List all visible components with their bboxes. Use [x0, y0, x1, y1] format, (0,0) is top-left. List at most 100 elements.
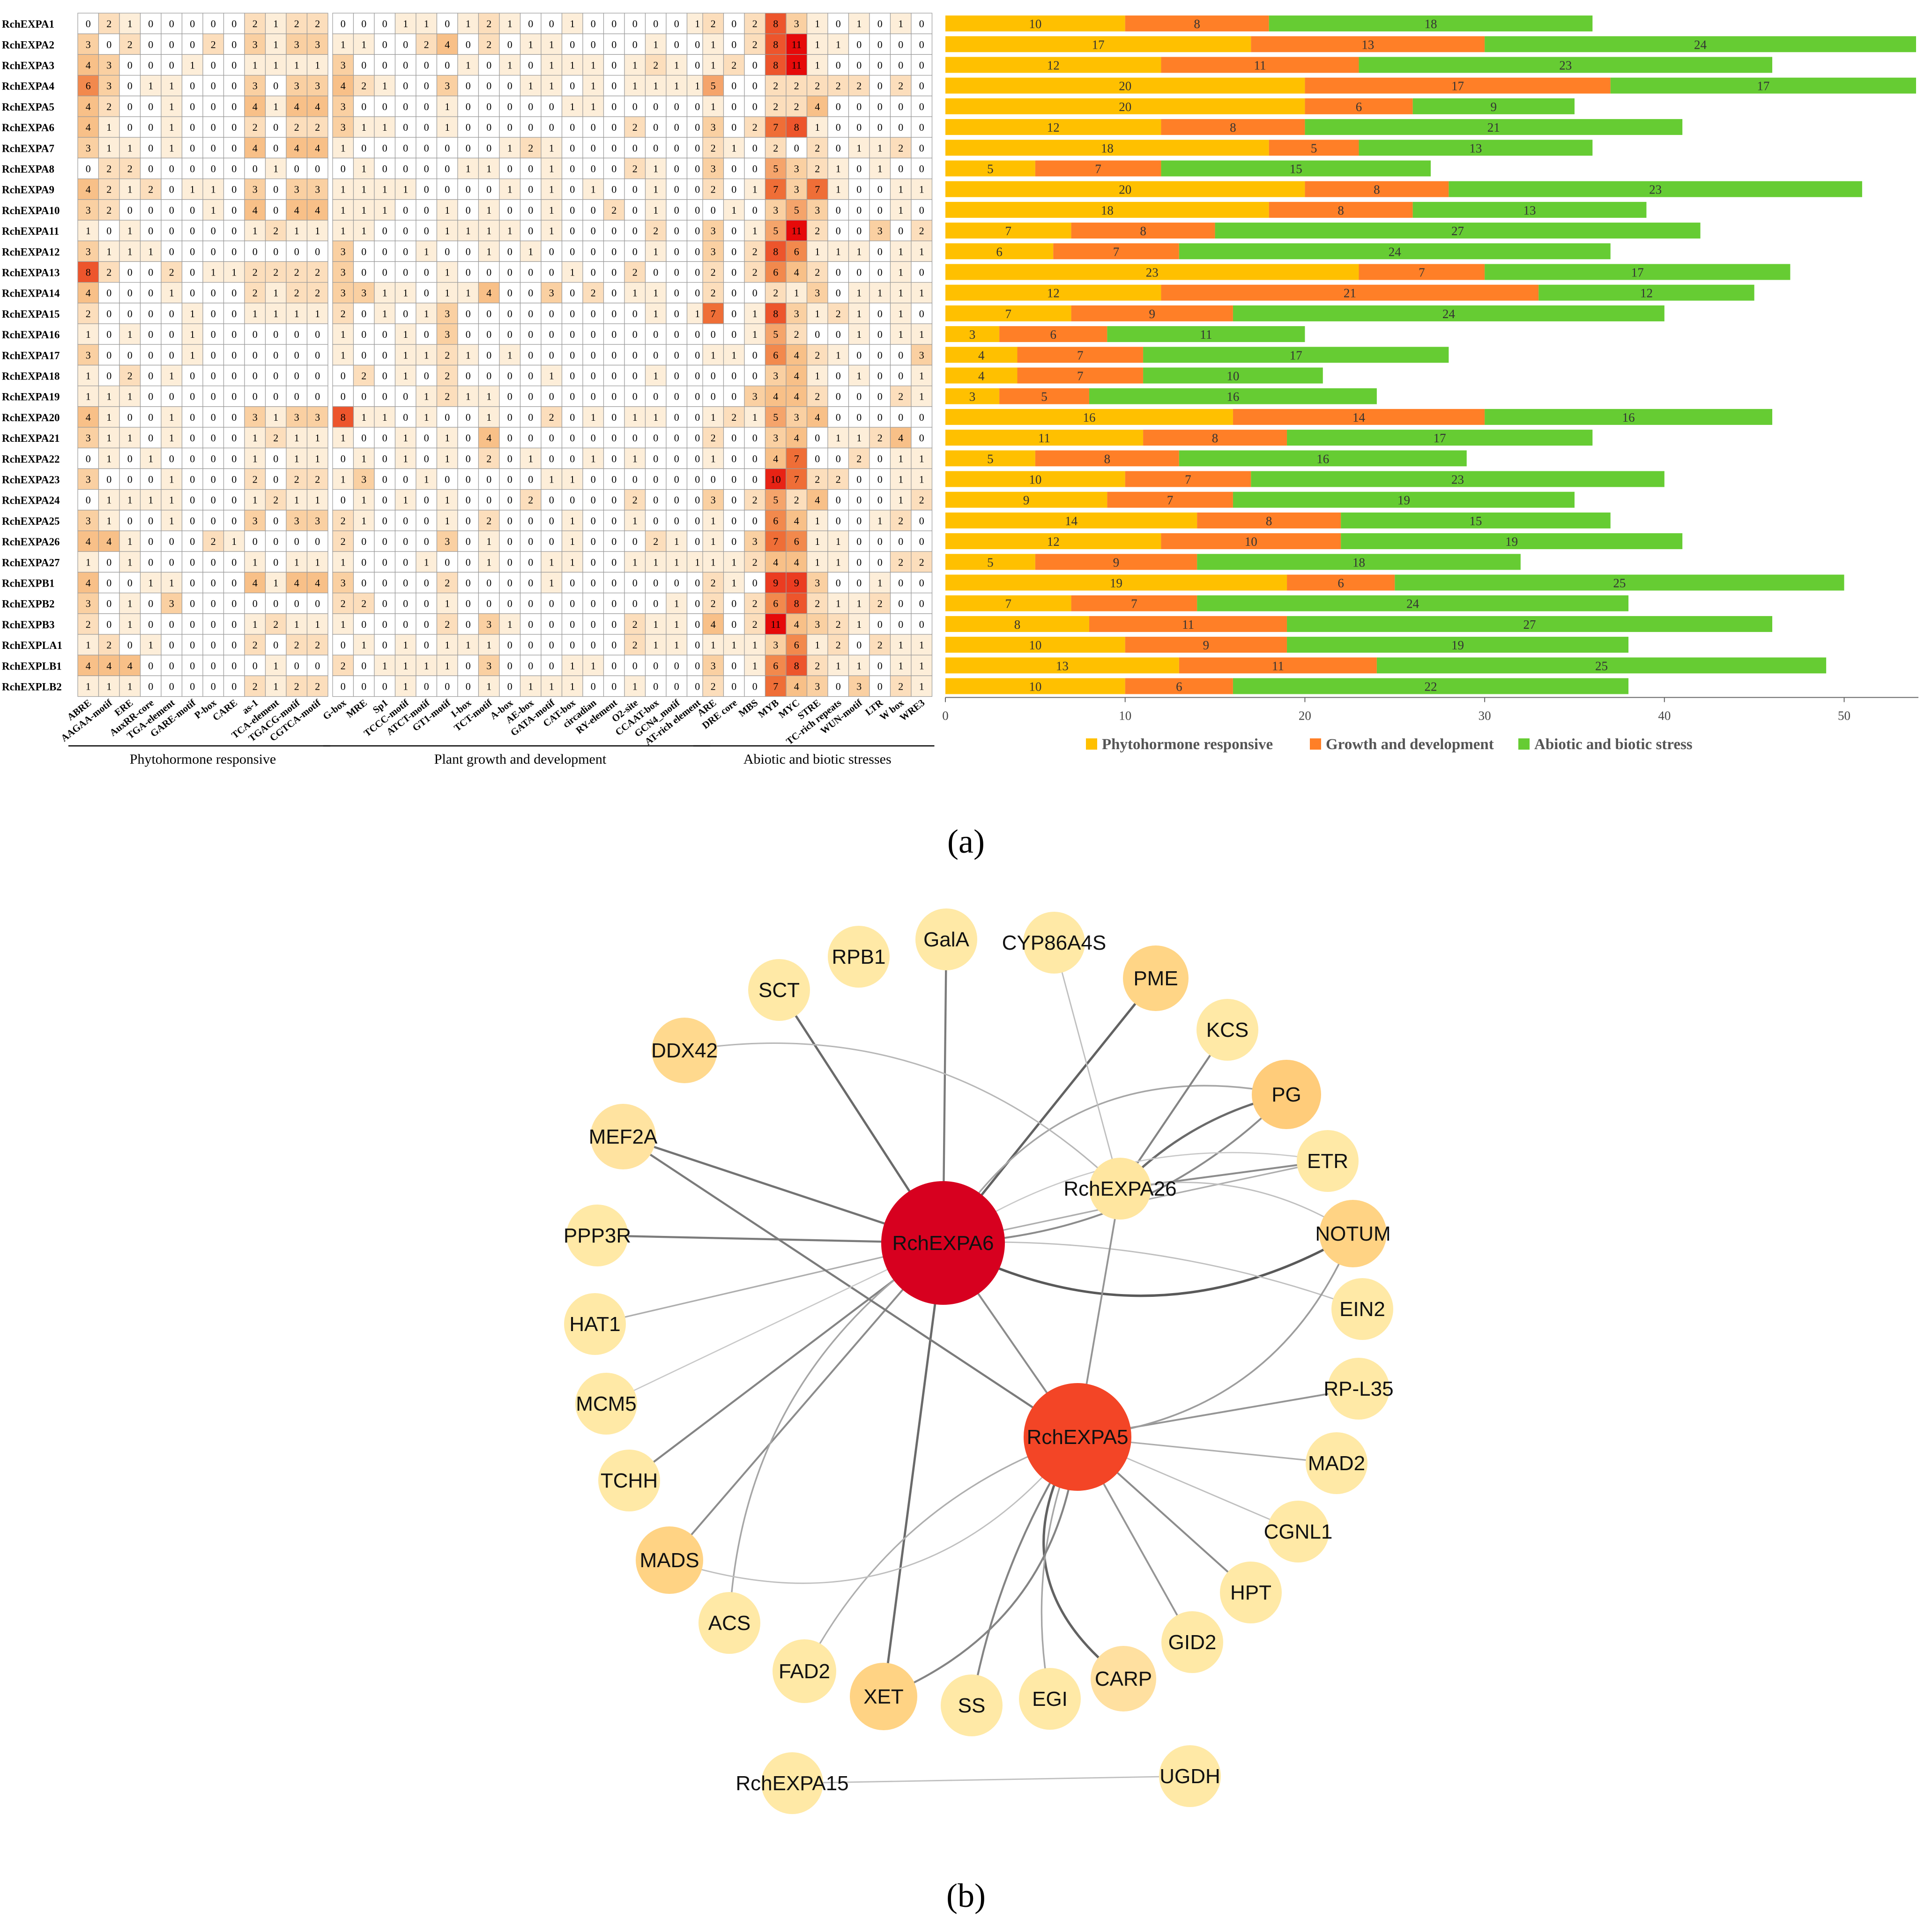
- heatmap-value: 1: [695, 308, 700, 320]
- heatmap-value: 0: [731, 536, 736, 547]
- heatmap-value: 0: [148, 18, 153, 30]
- heatmap-value: 0: [528, 308, 533, 320]
- heatmap-cell: [374, 96, 396, 117]
- heatmap-value: 1: [294, 556, 299, 568]
- heatmap-cell: [541, 261, 563, 283]
- heatmap-value: 0: [445, 556, 450, 568]
- heatmap-value: 1: [169, 80, 174, 92]
- heatmap-value: 1: [815, 370, 820, 382]
- heatmap-value: 0: [106, 225, 111, 237]
- heatmap-value: 0: [190, 494, 195, 506]
- bar-value-label: 21: [1344, 286, 1356, 300]
- heatmap-value: 2: [611, 204, 617, 216]
- heatmap-value: 3: [315, 411, 320, 423]
- heatmap-value: 2: [815, 163, 820, 175]
- heatmap-value: 4: [294, 577, 299, 589]
- heatmap-cell: [582, 157, 604, 179]
- heatmap-cell: [77, 13, 99, 34]
- heatmap-value: 0: [752, 515, 758, 527]
- heatmap-value: 0: [341, 681, 346, 692]
- heatmap-cell: [541, 75, 563, 97]
- heatmap-cell: [286, 96, 308, 117]
- heatmap-value: 0: [611, 308, 617, 320]
- heatmap-value: 0: [273, 184, 278, 195]
- heatmap-value: 0: [549, 432, 554, 444]
- heatmap-value: 1: [591, 184, 596, 195]
- heatmap-cell: [394, 344, 416, 366]
- heatmap-cell: [98, 634, 120, 655]
- heatmap-cell: [98, 179, 120, 200]
- heatmap-cell: [77, 75, 99, 97]
- heatmap-value: 3: [341, 121, 346, 133]
- heatmap-cell: [645, 240, 667, 262]
- heatmap-value: 0: [695, 60, 700, 71]
- heatmap-value: 0: [148, 328, 153, 340]
- heatmap-value: 0: [294, 536, 299, 547]
- heatmap-value: 0: [424, 618, 429, 630]
- bar-value-label: 19: [1505, 535, 1518, 549]
- heatmap-cell: [286, 510, 308, 531]
- bar-row: 7 9 24: [945, 305, 1664, 321]
- heatmap-value: 0: [632, 18, 638, 30]
- heatmap-cell: [181, 489, 203, 511]
- heatmap-value: 3: [315, 80, 320, 92]
- heatmap-value: 1: [106, 391, 111, 402]
- heatmap-value: 0: [403, 556, 408, 568]
- heatmap-cell: [306, 634, 328, 655]
- gene-label: RchEXPA5: [2, 101, 54, 113]
- bar-value-label: 9: [1149, 307, 1156, 321]
- heatmap-value: 2: [898, 142, 903, 154]
- heatmap-cell: [223, 220, 245, 241]
- heatmap-value: 0: [898, 60, 903, 71]
- heatmap-value: 1: [653, 370, 658, 382]
- heatmap-value: 0: [486, 121, 491, 133]
- heatmap-value: 0: [211, 494, 216, 506]
- node-label: GalA: [923, 928, 969, 951]
- heatmap-value: 0: [674, 101, 679, 112]
- heatmap-cell: [161, 447, 183, 469]
- heatmap-value: 1: [273, 38, 278, 50]
- heatmap-value: 0: [611, 639, 617, 651]
- heatmap-group: 0 2 1 0 0 0 0 0 2 1 2 23 0 2 0 0 0 2 0 3 1 3 34 3 0 0 0 1 0 0 1 1 1 16 3 0 1…: [59, 13, 330, 767]
- network-edge: [1053, 942, 1121, 1189]
- heatmap-value: 4: [315, 142, 320, 154]
- heatmap-value: 0: [632, 577, 638, 589]
- heatmap-value: 1: [877, 142, 883, 154]
- heatmap-value: 1: [856, 18, 862, 30]
- heatmap-cell: [306, 179, 328, 200]
- heatmap-value: 1: [549, 474, 554, 485]
- heatmap-value: 0: [674, 370, 679, 382]
- network-node: GalA: [915, 908, 977, 970]
- heatmap-cell: [161, 592, 183, 614]
- heatmap-value: 0: [591, 142, 596, 154]
- node-label: RchEXPA26: [1063, 1177, 1176, 1200]
- heatmap-value: 0: [611, 246, 617, 257]
- heatmap-value: 2: [445, 618, 450, 630]
- heatmap-value: 0: [570, 225, 575, 237]
- heatmap-value: 0: [674, 18, 679, 30]
- heatmap-value: 0: [836, 101, 841, 112]
- heatmap-value: 0: [549, 328, 554, 340]
- heatmap-value: 0: [528, 163, 533, 175]
- heatmap-cell: [645, 261, 667, 283]
- node-label: MADS: [639, 1549, 699, 1572]
- heatmap-value: 0: [211, 681, 216, 692]
- heatmap-value: 0: [382, 101, 387, 112]
- heatmap-cell: [306, 489, 328, 511]
- heatmap-cell: [332, 96, 354, 117]
- heatmap-value: 0: [653, 681, 658, 692]
- heatmap-cell: [332, 240, 354, 262]
- heatmap-value: 0: [528, 267, 533, 278]
- heatmap-value: 0: [611, 142, 617, 154]
- heatmap-value: 0: [127, 60, 133, 71]
- bar-value-label: 7: [1077, 369, 1084, 383]
- bar-row: 19 6 25: [945, 574, 1844, 591]
- heatmap-value: 3: [294, 515, 299, 527]
- bar-value-label: 5: [1311, 141, 1317, 155]
- heatmap-value: 0: [253, 370, 258, 382]
- heatmap-value: 5: [711, 80, 716, 92]
- heatmap-value: 1: [127, 18, 133, 30]
- heatmap-cell: [286, 323, 308, 345]
- heatmap-value: 0: [695, 101, 700, 112]
- heatmap-value: 0: [231, 391, 237, 402]
